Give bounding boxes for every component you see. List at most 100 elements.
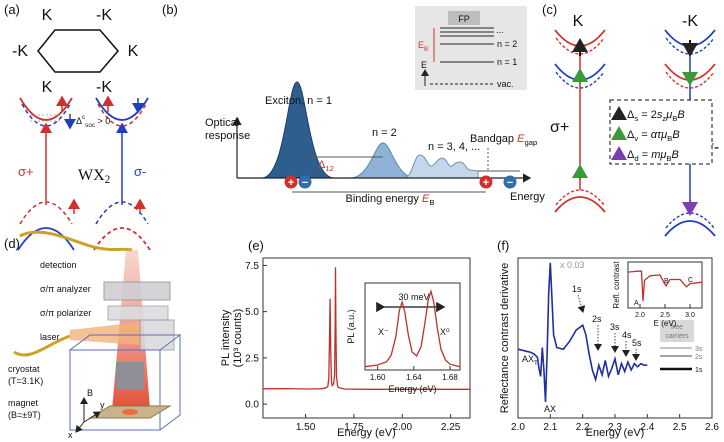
peak-label: A: [634, 300, 639, 307]
x-tick-label: 1.50: [296, 422, 316, 433]
peak-label: n = 3, 4, ...: [428, 141, 480, 153]
x-tick-label: 2.00: [393, 422, 413, 433]
formula: Δv = ατμBB: [627, 129, 680, 143]
text-part: Δ: [627, 129, 635, 141]
plot-frame: [262, 257, 471, 419]
x-axis-label: Energy (eV): [586, 427, 645, 439]
panel-label: (d): [4, 236, 20, 251]
data-line: [627, 270, 703, 302]
text-part: B: [666, 154, 671, 163]
text-part: B: [424, 46, 428, 53]
panel-f-inset-labels: A B C: [634, 277, 693, 307]
x-tick-label: 2.0: [635, 312, 645, 319]
cryostat-box: [69, 349, 161, 431]
x-tick-label: 2.6: [705, 422, 719, 433]
y-tick-label: 5.0: [245, 307, 259, 318]
state-label: 5s: [632, 338, 642, 348]
charge: −: [302, 177, 308, 189]
valley-label: -K: [96, 79, 112, 96]
peak-label: B: [664, 278, 669, 285]
text-part: B: [672, 114, 677, 123]
x-tick-label: 1.68: [442, 373, 458, 382]
text-part: d: [634, 154, 638, 163]
peaks-higher: [404, 154, 479, 179]
band: [665, 71, 715, 89]
x-tick-label: 1.60: [370, 373, 386, 382]
eb-label: EB: [418, 40, 428, 53]
panel-a: (a) K -K -K K K -K Δcsoc > 0 σ+ σ- WX2: [4, 2, 151, 251]
hole: [284, 175, 298, 189]
band: [555, 189, 605, 206]
level-label: n = 1: [497, 57, 517, 67]
text-part: WX: [78, 167, 105, 184]
valley-label: -K: [96, 7, 112, 24]
state-label: 4s: [622, 330, 632, 340]
valley-label: -K: [12, 43, 28, 60]
component-label: detection: [40, 260, 77, 270]
legend-title: free: [671, 324, 683, 331]
peak-label: Exciton, n = 1: [265, 95, 332, 107]
charts: 1.50 1.75 2.00 2.25 0.0 2.5 5.0 7.5 Energy (eV) P…: [220, 257, 719, 439]
x-tick-label: 2.5: [660, 312, 670, 319]
band: [19, 201, 73, 225]
x-tick-label: 2.2: [576, 422, 590, 433]
valley-label: K: [128, 43, 139, 60]
electron: [503, 175, 517, 189]
band: [555, 37, 605, 55]
material: WX2: [78, 167, 110, 186]
charge: −: [507, 177, 513, 189]
binding-label: Binding energy EB: [346, 193, 435, 207]
spot: [122, 409, 138, 415]
sigma-plus: σ+: [18, 164, 34, 179]
analyzer: [103, 281, 171, 301]
state-label: 3s: [610, 322, 620, 332]
text-part: B: [672, 149, 679, 161]
fp-box: [448, 11, 480, 25]
state-label: 1s: [572, 284, 582, 294]
fiber: [19, 230, 133, 252]
band: [21, 103, 71, 127]
peak-label: C: [688, 277, 693, 284]
panel-label: (c): [542, 2, 557, 17]
x-tick-label: 2.25: [441, 422, 461, 433]
axis-label: response: [205, 130, 250, 142]
peak-label: n = 2: [372, 127, 397, 139]
peak-n2: [349, 142, 417, 179]
sigma-plus: σ+: [550, 119, 569, 136]
peak-label: X⁻: [378, 327, 389, 337]
text-part: E: [422, 193, 430, 205]
valley-label: -K: [682, 13, 698, 30]
axis-arrow: [83, 411, 101, 423]
panel-c: (c) K -K σ+ σ- Δs = 2szμBB Δv = ατμBB Δd…: [542, 2, 719, 237]
component-label: magnet: [8, 398, 39, 408]
panel-f: (f) x 0.03 1s 2s 3s 4s 5s AXT AX free ca…: [497, 238, 708, 414]
formula-box: [609, 99, 713, 165]
text-part: Δ: [318, 159, 326, 171]
band: [555, 71, 605, 89]
polarizer: [107, 305, 169, 321]
text-part: c: [82, 114, 85, 121]
text-part: v: [634, 134, 638, 143]
band: [95, 201, 149, 225]
cryostat-box: [159, 335, 181, 431]
delta-label: Δ12: [318, 159, 334, 173]
text-part: mμ: [651, 149, 666, 161]
valley-label: K: [42, 7, 53, 24]
text-part: z: [662, 114, 666, 123]
y-axis-label: Refl. contrast: [612, 261, 621, 309]
data-line: [364, 288, 461, 368]
component-label: laser: [40, 332, 60, 342]
component-label: cryostat: [8, 364, 40, 374]
electron: [298, 175, 312, 189]
band: [665, 37, 715, 55]
component-label: (B=±9T): [8, 410, 41, 420]
objective: [116, 362, 144, 390]
axis-label: Optical: [205, 117, 239, 129]
y-tick-label: 7.5: [245, 261, 259, 272]
level-label: n = 2: [497, 39, 517, 49]
axis-label: y: [100, 400, 105, 410]
component-label: (T=3.1K): [8, 376, 43, 386]
text-part: soc: [85, 122, 95, 129]
